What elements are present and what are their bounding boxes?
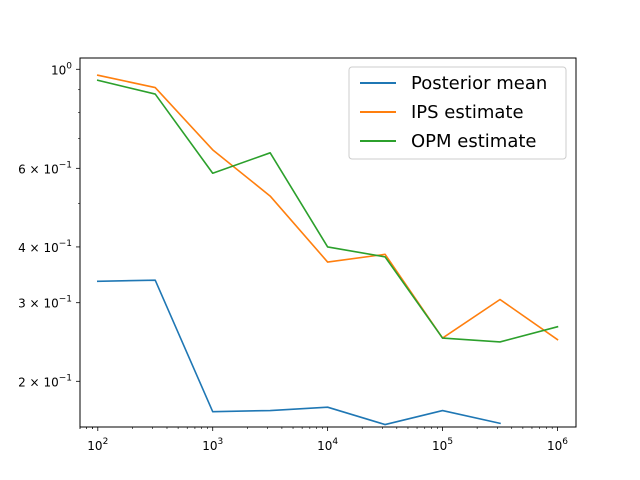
y-tick-label: 3 × 10−1 [18,295,72,311]
y-tick-label: 4 × 10−1 [18,239,72,255]
series-line-2 [96,74,559,341]
x-tick-label: 103 [202,437,223,453]
series-line-1 [96,279,501,426]
legend-label: OPM estimate [411,131,536,152]
x-tick-label: 102 [87,437,108,453]
legend-label: Posterior mean [411,73,547,94]
series-line-3 [96,79,559,343]
legend: Posterior mean IPS estimate OPM estimate [348,66,567,160]
x-tick-label: 104 [317,437,338,453]
x-tick-label: 106 [547,437,568,453]
legend-label: IPS estimate [411,102,524,123]
x-tick-label: 105 [432,437,453,453]
plot-lines [96,74,559,426]
x-axis: 102 103 104 105 106 [79,427,568,453]
y-axis: 100 6 × 10−1 4 × 10−1 3 × 10−1 2 × 10−1 [18,61,80,389]
y-tick-label: 100 [51,61,72,77]
legend-box [348,66,567,160]
y-tick-label: 2 × 10−1 [18,373,72,389]
y-tick-label: 6 × 10−1 [18,160,72,176]
